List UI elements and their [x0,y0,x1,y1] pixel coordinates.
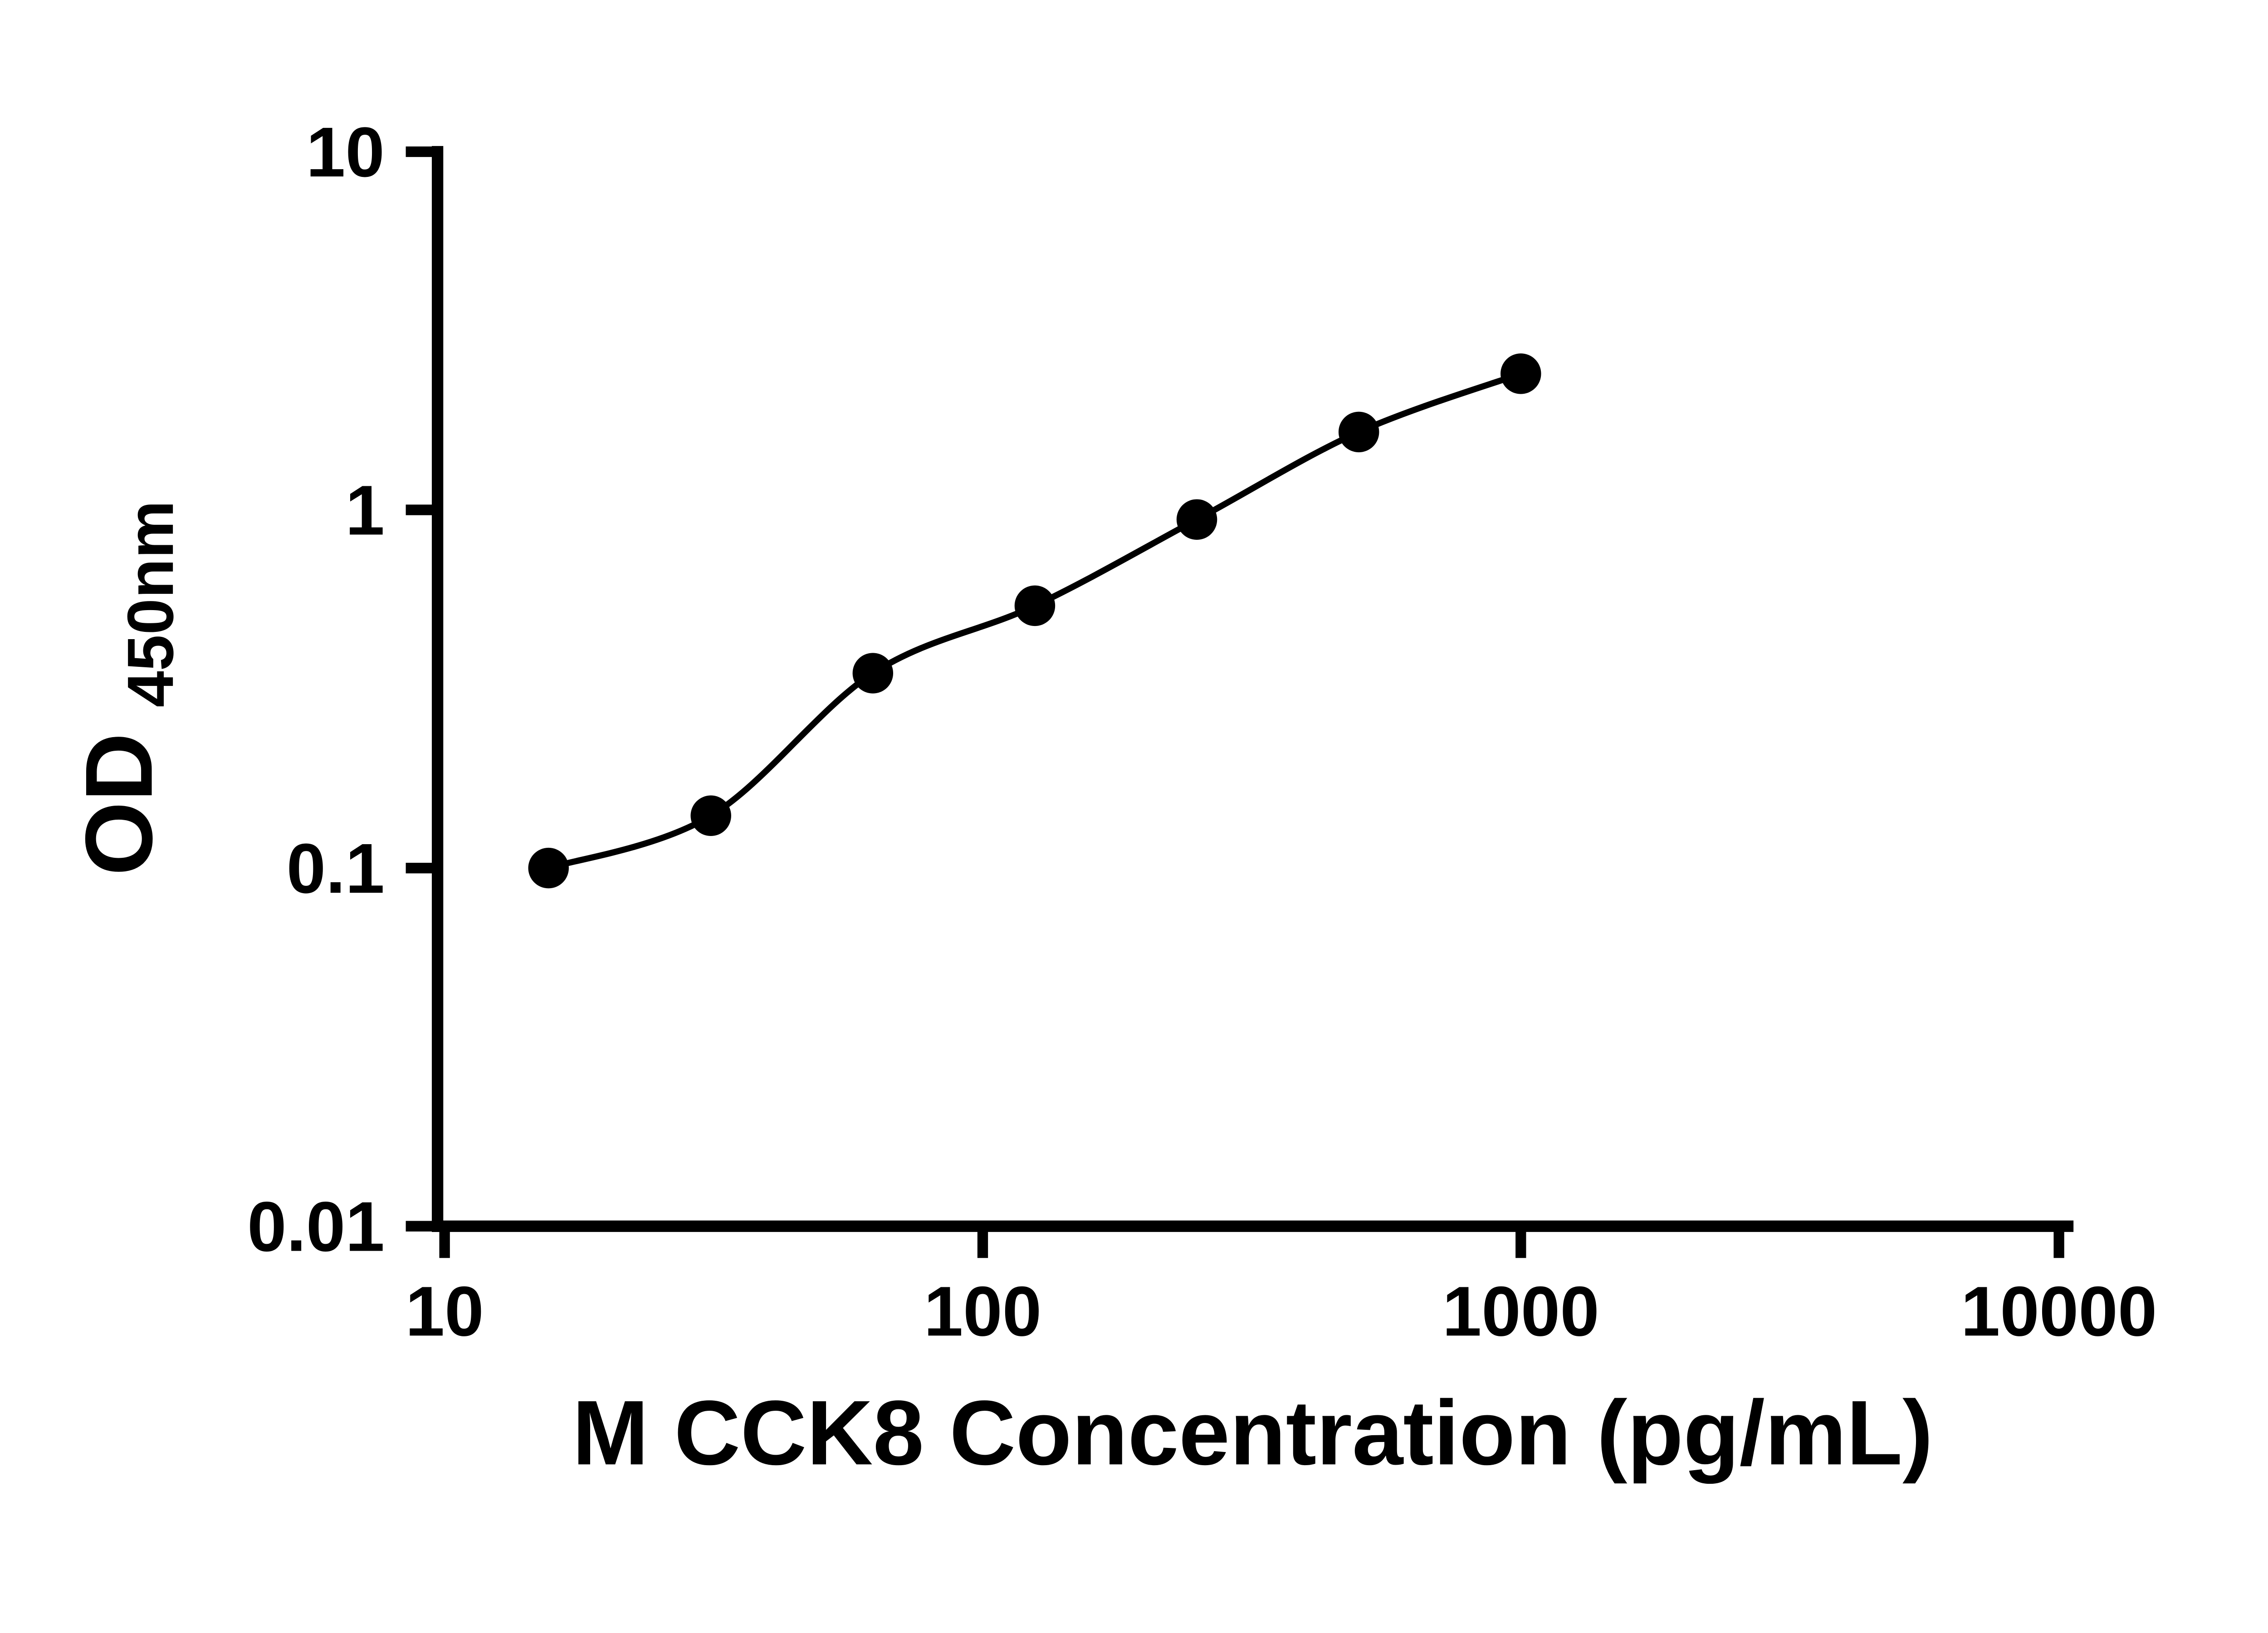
x-tick-label: 10 [406,1271,484,1350]
y-axis-title: OD 450nm [66,500,187,875]
data-point-marker [852,653,894,694]
elisa-standard-curve-figure: 0.01 0.1 1 10 10 100 1000 10000 M CCK8 Concentr… [65,112,2157,1484]
axes: 0.01 0.1 1 10 10 100 1000 10000 [247,112,2157,1350]
x-tick-label: 100 [924,1271,1042,1350]
data-point-marker [528,847,569,889]
chart-canvas: 0.01 0.1 1 10 10 100 1000 10000 M CCK8 Concentr… [65,112,2157,1484]
y-tick-label: 0.1 [287,829,385,908]
data-point-marker [1338,411,1379,453]
data-point-marker [690,795,731,836]
y-axis-title-main: OD [66,733,172,875]
data-points [528,353,1541,889]
x-tick-label: 1000 [1442,1271,1599,1350]
y-tick-label: 10 [306,112,385,191]
x-tick-label: 10000 [1961,1271,2157,1350]
data-point-marker [1176,499,1217,540]
x-axis-title: M CCK8 Concentration (pg/mL) [572,1381,1933,1484]
y-axis-title-subscript: 450nm [114,500,187,707]
data-point-marker [1014,585,1056,626]
data-point-marker [1501,353,1541,394]
y-tick-label: 0.01 [247,1187,385,1266]
y-tick-label: 1 [345,471,385,550]
